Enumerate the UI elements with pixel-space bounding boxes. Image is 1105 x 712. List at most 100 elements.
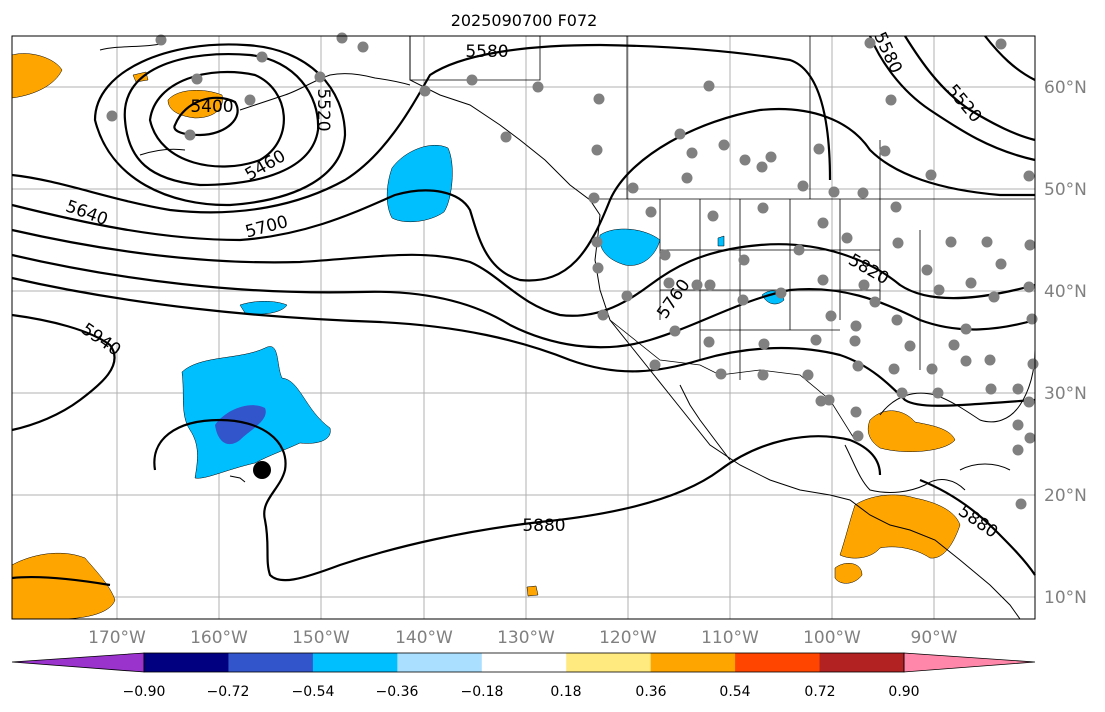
lat-label-10: 10°N: [1044, 588, 1087, 608]
station-marker: [686, 147, 698, 159]
station-marker: [155, 34, 167, 46]
political-borders: [409, 36, 1035, 441]
station-marker: [593, 93, 605, 105]
station-marker: [850, 320, 862, 332]
anomaly-shading: [11, 53, 961, 620]
station-marker: [737, 294, 749, 306]
colorbar-tick-label: 0.36: [635, 684, 666, 700]
latitude-labels: 60°N 50°N 40°N 30°N 20°N 10°N: [1044, 78, 1087, 608]
colorbar-segment: [312, 653, 398, 672]
station-marker: [852, 360, 864, 372]
colorbar-tick-label: −0.18: [461, 684, 504, 700]
positive-anomaly-siberia: [11, 53, 63, 99]
colorbar-segment: [397, 653, 483, 672]
station-marker: [995, 258, 1007, 270]
map-frame: [11, 35, 1036, 620]
station-marker: [921, 264, 933, 276]
station-marker: [869, 296, 881, 308]
station-marker: [591, 144, 603, 156]
colorbar-segment: [735, 653, 821, 672]
station-marker: [858, 279, 870, 291]
lat-label-50: 50°N: [1044, 180, 1087, 200]
lon-label-100: 100°W: [803, 628, 861, 648]
colorbar-segment: [566, 653, 652, 672]
lon-label-150: 150°W: [292, 628, 350, 648]
station-marker: [932, 387, 944, 399]
contour-5460-east: [984, 35, 1036, 81]
colorbar-segment: [650, 653, 736, 672]
contour-5520-east: [904, 35, 1036, 142]
station-marker: [1015, 498, 1027, 510]
lon-label-120: 120°W: [599, 628, 657, 648]
station-marker: [815, 395, 827, 407]
colorbar-segment: [819, 653, 905, 672]
station-markers: [106, 32, 1039, 510]
station-marker: [704, 279, 716, 291]
lon-label-110: 110°W: [701, 628, 759, 648]
station-marker: [756, 161, 768, 173]
station-marker: [960, 355, 972, 367]
colorbar-extend-low: [12, 653, 144, 672]
station-marker: [256, 51, 268, 63]
coastline-alaska-south: [239, 73, 411, 111]
station-marker: [757, 369, 769, 381]
station-marker: [828, 186, 840, 198]
negative-anomaly-tiny: [717, 235, 725, 247]
lon-label-170: 170°W: [88, 628, 146, 648]
coastline-west-north-america: [409, 36, 1021, 620]
colorbar-tick-label: −0.54: [292, 684, 335, 700]
contour-label-5880: 5880: [522, 516, 565, 536]
station-marker: [738, 254, 750, 266]
station-marker: [592, 262, 604, 274]
station-marker: [419, 85, 431, 97]
station-marker: [926, 363, 938, 375]
station-marker: [765, 151, 777, 163]
station-marker: [244, 94, 256, 106]
station-marker: [715, 368, 727, 380]
lat-label-30: 30°N: [1044, 384, 1087, 404]
station-marker: [1012, 419, 1024, 431]
figure-title: 2025090700 F072: [451, 11, 598, 30]
station-marker: [191, 73, 203, 85]
station-marker: [948, 339, 960, 351]
coastlines: [99, 36, 1036, 620]
positive-anomaly-central-america-small: [834, 563, 863, 584]
station-marker: [500, 131, 512, 143]
station-marker: [739, 154, 751, 166]
station-marker: [985, 383, 997, 395]
station-marker: [703, 336, 715, 348]
coastline-baja: [679, 384, 731, 461]
station-marker: [1012, 444, 1024, 456]
lon-label-160: 160°W: [190, 628, 248, 648]
contour-5640: [11, 43, 832, 214]
colorbar-segment: [228, 653, 314, 672]
station-marker: [1023, 281, 1035, 293]
contour-5700: [11, 108, 1035, 282]
colorbar-segment: [144, 653, 229, 672]
station-marker: [891, 314, 903, 326]
colorbar-tick-label: 0.18: [550, 684, 581, 700]
station-marker: [823, 394, 835, 406]
station-marker: [703, 80, 715, 92]
strong-negative-anomaly-central-pacific: [215, 405, 266, 445]
station-marker: [933, 284, 945, 296]
contour-label-5400: 5400: [190, 97, 233, 117]
station-marker: [879, 145, 891, 157]
station-marker: [336, 32, 348, 44]
coastline-chukotka: [99, 43, 161, 51]
station-marker: [852, 430, 864, 442]
station-marker: [896, 387, 908, 399]
station-marker: [1027, 358, 1039, 370]
station-marker: [758, 338, 770, 350]
coastline-hawaii: [229, 475, 246, 483]
lon-label-130: 130°W: [497, 628, 555, 648]
station-marker: [817, 274, 829, 286]
station-marker: [885, 94, 897, 106]
station-marker: [1026, 313, 1038, 325]
station-marker: [659, 249, 671, 261]
station-marker: [995, 38, 1007, 50]
colorbar-extend-high: [904, 653, 1035, 672]
colorbar-tick-label: 0.54: [719, 684, 750, 700]
station-marker: [597, 309, 609, 321]
